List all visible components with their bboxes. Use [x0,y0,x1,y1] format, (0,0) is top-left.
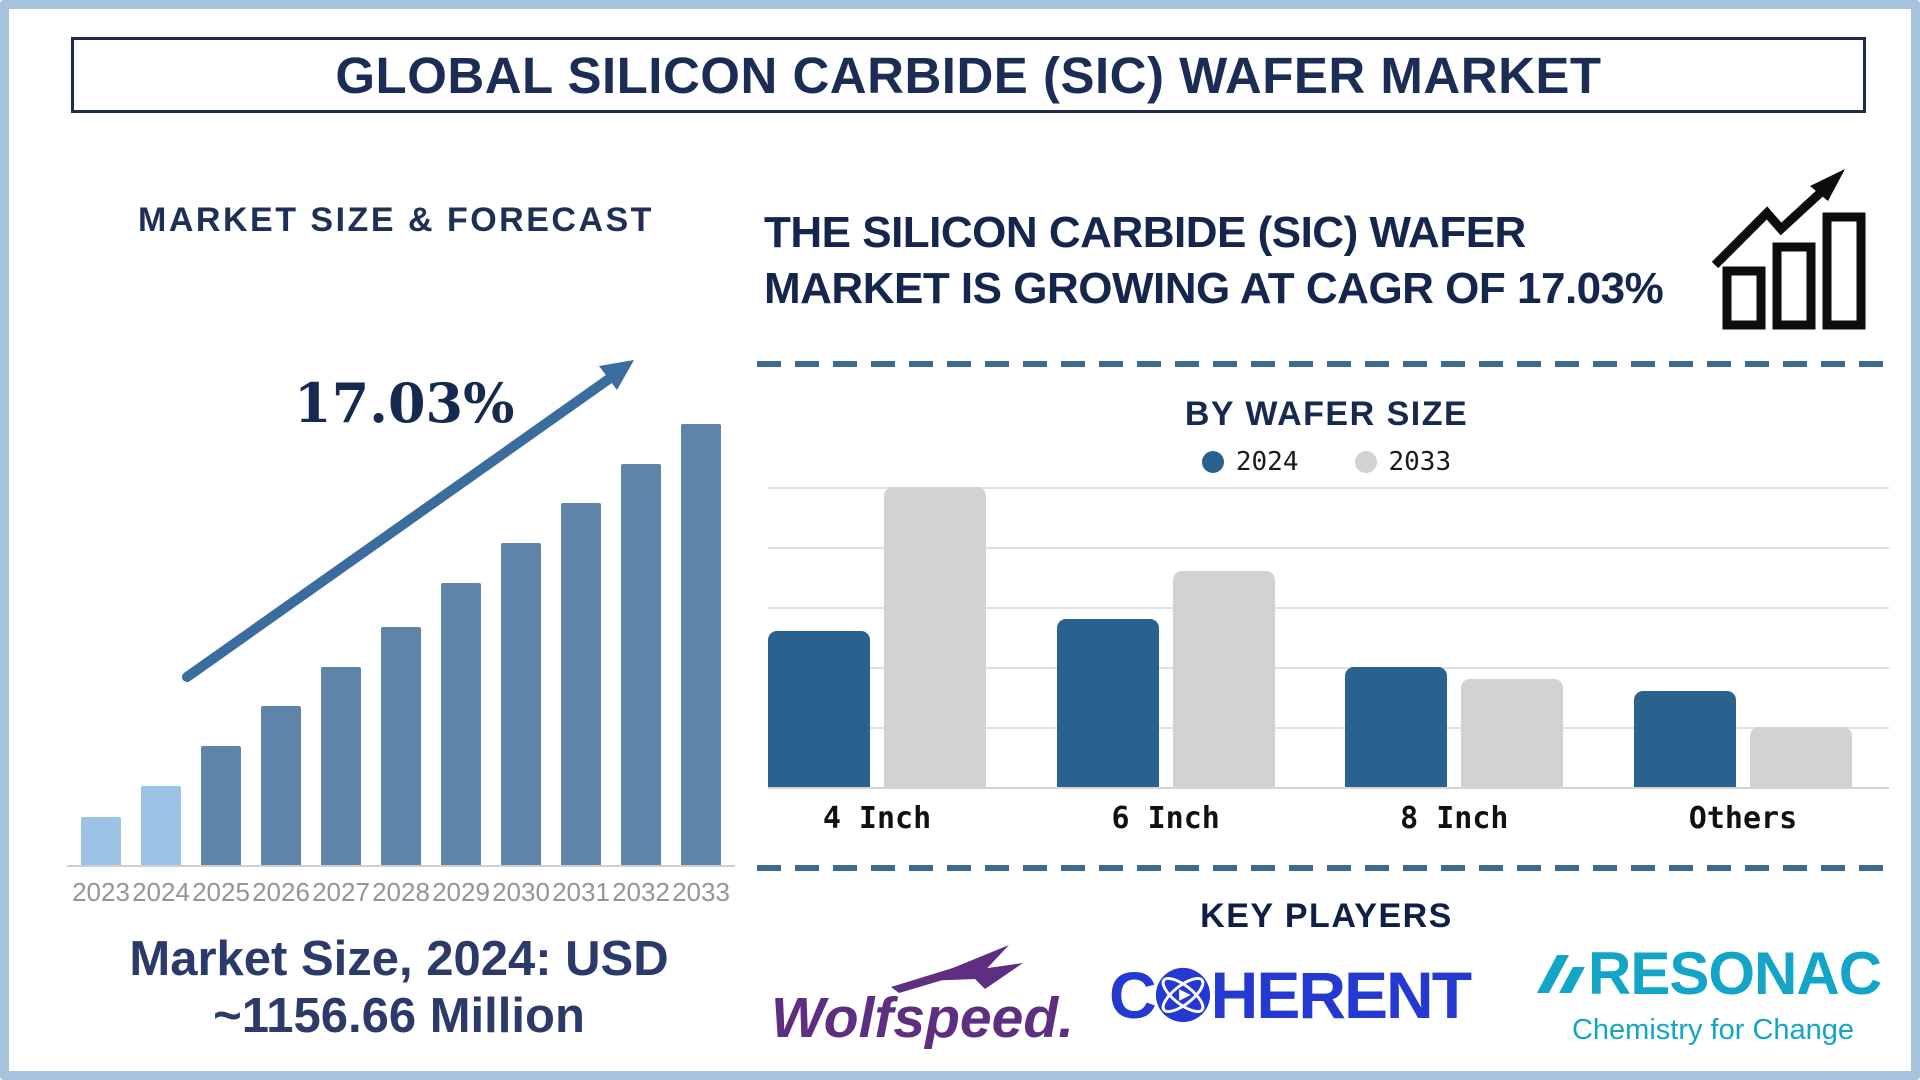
category-label-others: Others [1688,801,1798,836]
resonac-motion-lines-icon [1536,954,1585,993]
resonac-tagline: Chemistry for Change [1571,1014,1855,1046]
growth-chart-icon [1711,169,1866,330]
year-label-2028: 2028 [372,877,430,907]
cagr-value-label: 17.03% [294,371,515,435]
bar-2033-8-inch [1461,679,1564,787]
cagr-headline-line2: MARKET IS GROWING AT CAGR OF 17.03% [764,264,1664,314]
gridline-2 [768,607,1889,609]
bar-slot-2028 [371,424,431,865]
x-axis-line [67,865,735,867]
market-size-caption-line1: Market Size, 2024: USD [129,932,669,986]
bar-2024-others [1633,691,1736,787]
dashed-divider-bottom [757,865,1887,871]
gridline-5 [768,787,1889,789]
wolfspeed-arrow-icon [891,945,1023,993]
legend-item-2024: 2024 [1201,447,1299,477]
bar-2033-6-inch [1172,571,1275,787]
forecast-bar-2024 [141,785,181,865]
category-label-8-inch: 8 Inch [1400,801,1509,836]
bar-group-4-inch [768,487,986,787]
gridline-1 [768,547,1889,549]
by-wafer-size-title: BY WAFER SIZE [1184,395,1469,433]
resonac-logo: RESONAC Chemistry for Change [1536,939,1882,1047]
coherent-logo: C HERENT [1109,957,1472,1033]
bar-group-8-inch [1345,667,1564,787]
forecast-bar-2030 [501,543,541,865]
bar-2024-4-inch [768,631,870,787]
bar-group-others [1633,691,1852,787]
wolfspeed-logo: Wolfspeed. [771,945,1074,1050]
bar-slot-2026 [251,424,311,865]
coherent-wordmark-rest: HERENT [1210,958,1472,1032]
year-label-2023: 2023 [72,877,130,907]
year-label-2025: 2025 [192,877,250,907]
bar-slot-2027 [311,424,371,865]
title-box: GLOBAL SILICON CARBIDE (SIC) WAFER MARKE… [71,37,1866,113]
forecast-bar-2028 [381,626,421,865]
bar-slot-2030 [491,424,551,865]
legend-dot-2033 [1354,451,1377,473]
bar-group-6-inch [1056,571,1275,787]
cagr-headline: THE SILICON CARBIDE (SIC) WAFER MARKET I… [764,205,1664,318]
forecast-bar-2023 [81,816,121,865]
category-labels-row: 4 Inch 6 Inch 8 Inch Others [768,801,1852,836]
year-label-2029: 2029 [432,877,490,907]
legend-label-2024: 2024 [1235,447,1299,477]
bar-slot-2032 [611,424,671,865]
market-size-bar-chart: 17.03% [67,349,735,867]
forecast-bar-2032 [621,463,661,865]
market-size-forecast-heading: MARKET SIZE & FORECAST [138,201,654,239]
resonac-wordmark: RESONAC [1588,940,1882,1007]
year-label-2033: 2033 [672,877,730,907]
bar-slot-2031 [551,424,611,865]
year-label-2024: 2024 [132,877,190,907]
legend-item-2033: 2033 [1354,447,1452,477]
wafer-size-grouped-bar-chart [768,487,1889,789]
legend-dot-2024 [1201,451,1224,473]
bar-2024-6-inch [1056,619,1159,787]
market-size-caption-line2: ~1156.66 Million [213,988,585,1043]
atom-icon [1155,967,1210,1023]
forecast-bar-2026 [261,706,301,865]
year-label-2026: 2026 [252,877,310,907]
x-axis-labels: 2023 2024 2025 2026 2027 2028 2029 2030 2031 2032… [71,877,731,908]
resonac-wordmark-row: RESONAC [1536,939,1882,1008]
key-players-title: KEY PLAYERS [1200,897,1453,935]
bar-slot-2029 [431,424,491,865]
coherent-letter-c: C [1109,958,1157,1032]
bar-2024-8-inch [1345,667,1448,787]
bar-slot-2033 [671,424,731,865]
year-label-2031: 2031 [552,877,610,907]
year-label-2027: 2027 [312,877,370,907]
forecast-bar-2025 [201,745,241,865]
year-label-2032: 2032 [612,877,670,907]
dashed-divider-top [757,361,1887,367]
forecast-bar-2033 [681,424,721,865]
forecast-bar-2031 [561,503,601,865]
gridline-0 [768,487,1889,489]
bar-2033-others [1749,727,1852,787]
forecast-bar-2029 [441,582,481,865]
page-title: GLOBAL SILICON CARBIDE (SIC) WAFER MARKE… [335,46,1602,104]
forecast-bars-container [71,424,731,865]
bar-groups-row [768,487,1852,787]
cagr-headline-line1: THE SILICON CARBIDE (SIC) WAFER [764,208,1526,257]
category-label-4-inch: 4 Inch [822,801,932,836]
wolfspeed-wordmark: Wolfspeed. [771,986,1074,1050]
bar-slot-2024 [131,424,191,865]
bar-slot-2025 [191,424,251,865]
gridline-3 [768,667,1889,669]
forecast-bar-2027 [321,666,361,865]
market-size-caption: Market Size, 2024: USD ~1156.66 Million [49,931,749,1045]
category-label-6-inch: 6 Inch [1111,801,1220,836]
year-label-2030: 2030 [492,877,550,907]
bar-slot-2023 [71,424,131,865]
legend-label-2033: 2033 [1388,447,1452,477]
wafer-chart-legend: 2024 2033 [764,447,1889,477]
gridline-4 [768,727,1889,729]
bar-2033-4-inch [884,487,986,787]
